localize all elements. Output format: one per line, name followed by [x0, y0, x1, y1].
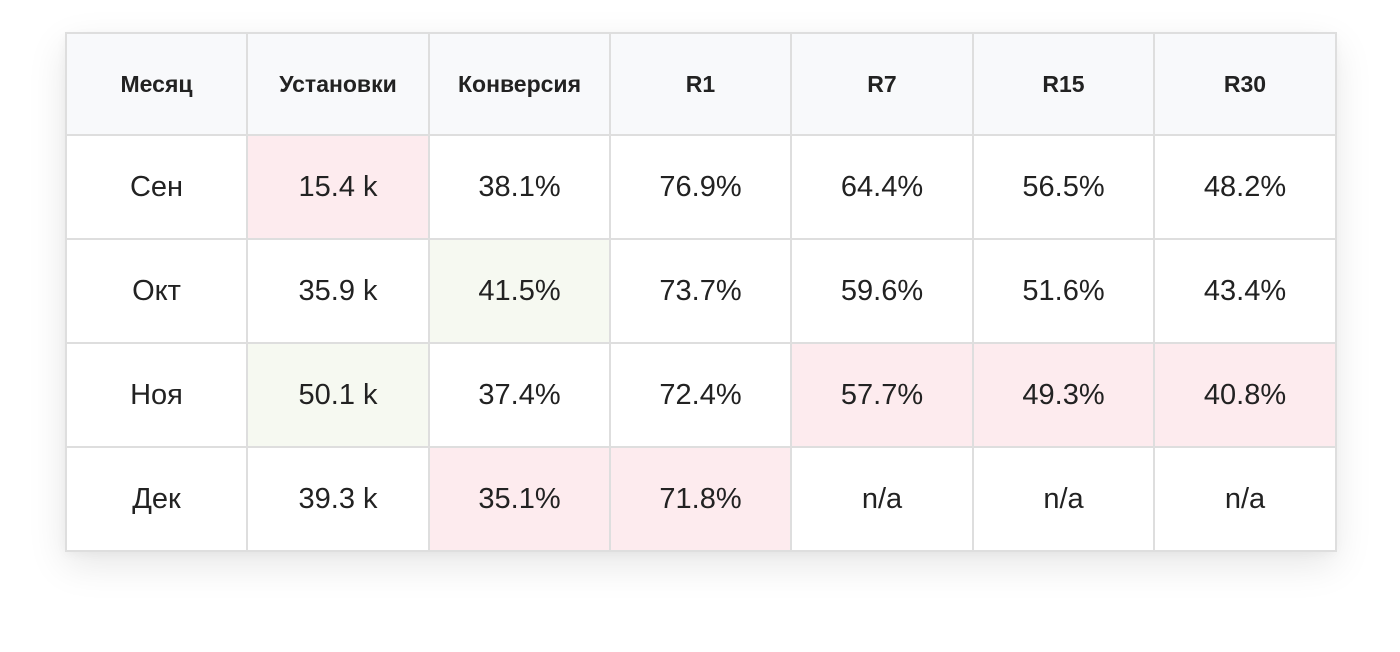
column-header: R30	[1153, 32, 1337, 136]
table-cell: 41.5%	[428, 238, 611, 344]
table-cell: 37.4%	[428, 342, 611, 448]
column-header: Конверсия	[428, 32, 611, 136]
retention-table-card: Месяц Установки Конверсия R1 R7 R15 R30 …	[65, 32, 1337, 552]
table-cell: Ноя	[65, 342, 248, 448]
column-header: R1	[609, 32, 792, 136]
table-cell: 49.3%	[972, 342, 1155, 448]
table-row: Ноя 50.1 k 37.4% 72.4% 57.7% 49.3% 40.8%	[65, 342, 1337, 448]
table-cell: 71.8%	[609, 446, 792, 552]
table-cell: 64.4%	[790, 134, 974, 240]
table-cell: n/a	[790, 446, 974, 552]
table-cell: 72.4%	[609, 342, 792, 448]
table-cell: 43.4%	[1153, 238, 1337, 344]
column-header: Месяц	[65, 32, 248, 136]
table-cell: 39.3 k	[246, 446, 430, 552]
table-cell: 73.7%	[609, 238, 792, 344]
table-cell: 35.9 k	[246, 238, 430, 344]
table-cell: Дек	[65, 446, 248, 552]
table-cell: 56.5%	[972, 134, 1155, 240]
column-header: R7	[790, 32, 974, 136]
table-cell: Сен	[65, 134, 248, 240]
table-cell: 50.1 k	[246, 342, 430, 448]
table-cell: 40.8%	[1153, 342, 1337, 448]
column-header: R15	[972, 32, 1155, 136]
table-cell: 15.4 k	[246, 134, 430, 240]
table-cell: 57.7%	[790, 342, 974, 448]
table-row: Сен 15.4 k 38.1% 76.9% 64.4% 56.5% 48.2%	[65, 134, 1337, 240]
retention-table: Месяц Установки Конверсия R1 R7 R15 R30 …	[65, 32, 1337, 552]
column-header: Установки	[246, 32, 430, 136]
table-header-row: Месяц Установки Конверсия R1 R7 R15 R30	[65, 32, 1337, 136]
table-cell: n/a	[1153, 446, 1337, 552]
table-row: Окт 35.9 k 41.5% 73.7% 59.6% 51.6% 43.4%	[65, 238, 1337, 344]
table-cell: 38.1%	[428, 134, 611, 240]
table-cell: Окт	[65, 238, 248, 344]
table-cell: 48.2%	[1153, 134, 1337, 240]
table-cell: 76.9%	[609, 134, 792, 240]
table-cell: 35.1%	[428, 446, 611, 552]
table-cell: n/a	[972, 446, 1155, 552]
table-cell: 59.6%	[790, 238, 974, 344]
table-cell: 51.6%	[972, 238, 1155, 344]
table-row: Дек 39.3 k 35.1% 71.8% n/a n/a n/a	[65, 446, 1337, 552]
